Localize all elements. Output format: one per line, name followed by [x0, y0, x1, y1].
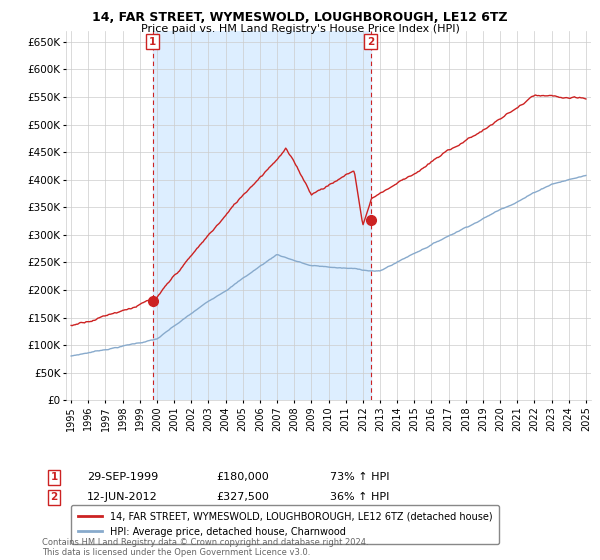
Text: 12-JUN-2012: 12-JUN-2012 — [87, 492, 158, 502]
Text: 14, FAR STREET, WYMESWOLD, LOUGHBOROUGH, LE12 6TZ: 14, FAR STREET, WYMESWOLD, LOUGHBOROUGH,… — [92, 11, 508, 24]
Text: 1: 1 — [149, 37, 156, 47]
Text: 73% ↑ HPI: 73% ↑ HPI — [330, 472, 389, 482]
Text: 2: 2 — [50, 492, 58, 502]
Text: 29-SEP-1999: 29-SEP-1999 — [87, 472, 158, 482]
Text: 1: 1 — [50, 472, 58, 482]
Text: 2: 2 — [367, 37, 374, 47]
Text: 36% ↑ HPI: 36% ↑ HPI — [330, 492, 389, 502]
Legend: 14, FAR STREET, WYMESWOLD, LOUGHBOROUGH, LE12 6TZ (detached house), HPI: Average: 14, FAR STREET, WYMESWOLD, LOUGHBOROUGH,… — [71, 505, 499, 544]
Text: Contains HM Land Registry data © Crown copyright and database right 2024.
This d: Contains HM Land Registry data © Crown c… — [42, 538, 368, 557]
Text: £180,000: £180,000 — [216, 472, 269, 482]
Bar — [152, 31, 371, 400]
Text: £327,500: £327,500 — [216, 492, 269, 502]
Text: Price paid vs. HM Land Registry's House Price Index (HPI): Price paid vs. HM Land Registry's House … — [140, 24, 460, 34]
